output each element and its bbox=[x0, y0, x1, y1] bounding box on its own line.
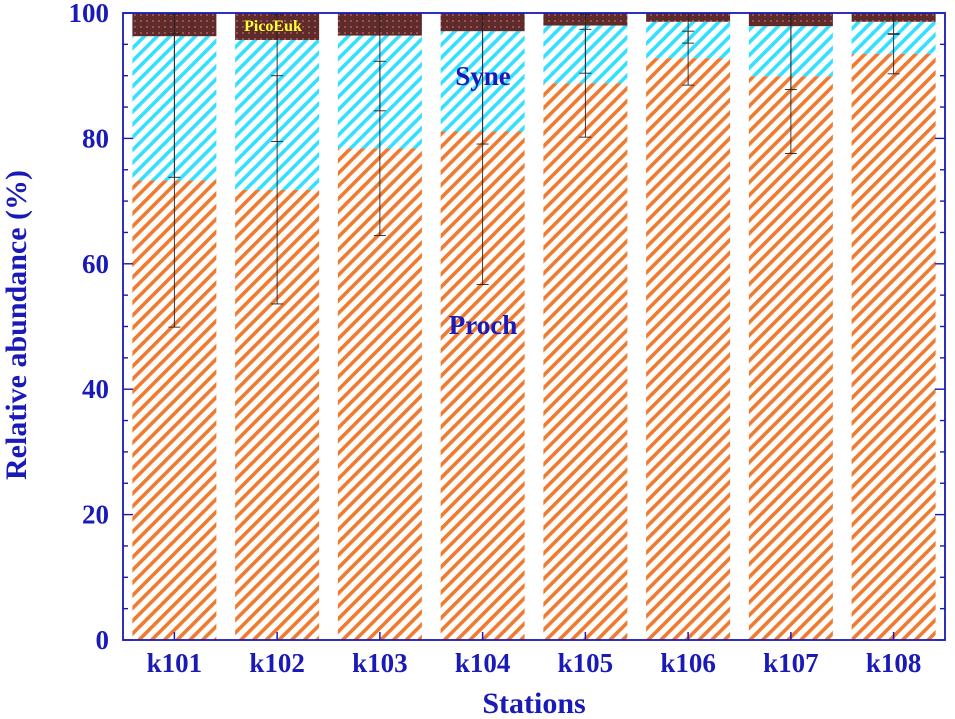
y-tick-label-40: 40 bbox=[82, 374, 109, 404]
x-tick-label-k104: k104 bbox=[455, 648, 511, 678]
x-tick-label-k103: k103 bbox=[352, 648, 408, 678]
x-tick-label-k108: k108 bbox=[866, 648, 922, 678]
y-tick-label-0: 0 bbox=[96, 625, 110, 655]
axes-layer: k101 k102 k103 k104 k105 k106 k107 k108 0 20 40 60 8… bbox=[69, 0, 946, 678]
bar-proch-k105 bbox=[543, 83, 628, 640]
y-tick-label-20: 20 bbox=[82, 500, 109, 530]
x-tick-label-k105: k105 bbox=[558, 648, 614, 678]
bar-proch-k108 bbox=[851, 53, 936, 640]
x-axis-title: Stations bbox=[482, 687, 585, 719]
labels-layer: Proch Syne PicoEuk Stations Relative abu… bbox=[0, 18, 586, 719]
y-axis-title: Relative abundance (%) bbox=[0, 170, 33, 480]
bar-proch-k107 bbox=[748, 76, 833, 640]
series-label-syne: Syne bbox=[455, 61, 511, 91]
x-tick-label-k101: k101 bbox=[147, 648, 203, 678]
y-tick-label-80: 80 bbox=[82, 123, 109, 153]
y-tick-label-60: 60 bbox=[82, 249, 109, 279]
bars-layer bbox=[132, 13, 936, 641]
x-tick-label-k107: k107 bbox=[763, 648, 819, 678]
series-label-picoeuk: PicoEuk bbox=[244, 18, 302, 35]
series-label-proch: Proch bbox=[449, 310, 518, 340]
y-tick-label-100: 100 bbox=[69, 0, 110, 28]
x-tick-label-k106: k106 bbox=[660, 648, 716, 678]
bar-proch-k106 bbox=[646, 58, 731, 641]
x-tick-label-k102: k102 bbox=[249, 648, 305, 678]
